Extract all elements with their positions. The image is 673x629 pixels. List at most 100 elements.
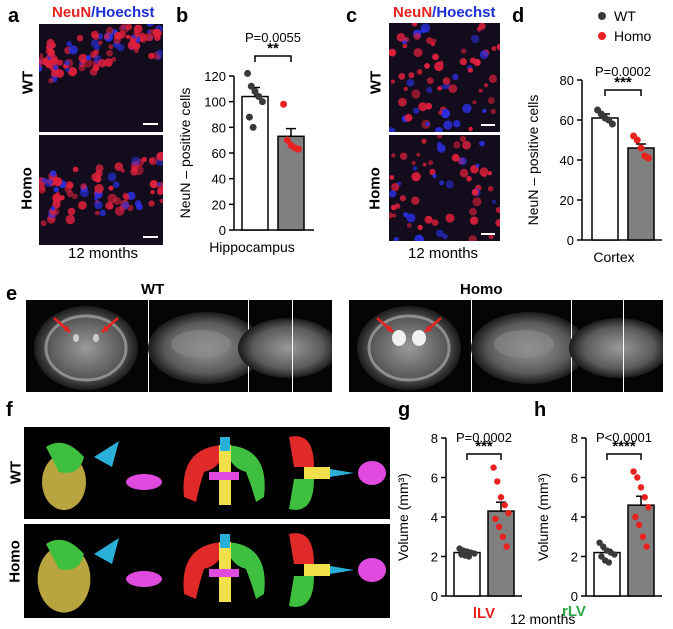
- neuron: [483, 83, 489, 88]
- row-label-wt: WT: [367, 70, 385, 95]
- data-point: [495, 523, 503, 531]
- neuron: [487, 171, 492, 176]
- x-axis-label: rLV: [562, 603, 586, 620]
- x-axis-label: Cortex: [593, 249, 634, 265]
- data-point: [635, 521, 643, 529]
- bar-wt: [241, 95, 269, 231]
- y-tick-label: 0: [567, 233, 574, 248]
- data-point: [247, 82, 255, 90]
- ventricle-3d-wt-image: [42, 436, 386, 510]
- neuron: [391, 153, 396, 158]
- sagittal-structure: [171, 330, 231, 358]
- neuron: [83, 58, 93, 68]
- neuron: [402, 43, 408, 49]
- neuron: [469, 207, 477, 216]
- row-label-wt: WT: [7, 460, 25, 485]
- nucleus: [131, 34, 136, 39]
- neuron: [152, 28, 162, 38]
- y-axis-label: NeuN – positive cells: [525, 95, 541, 226]
- p-value: P=0.0002: [456, 430, 512, 445]
- coronal-slice: [357, 306, 461, 390]
- neuron: [72, 193, 78, 200]
- neuron: [411, 196, 420, 205]
- nucleus: [459, 157, 467, 166]
- neuron: [398, 73, 406, 80]
- nucleus: [435, 127, 443, 132]
- y-tick-label: 2: [571, 550, 578, 565]
- nucleus: [66, 41, 72, 47]
- nucleus: [453, 119, 461, 128]
- data-point: [644, 154, 652, 162]
- neuron: [78, 64, 86, 72]
- nucleus: [85, 55, 91, 61]
- neuron: [431, 219, 439, 226]
- neuron: [438, 110, 443, 115]
- neuron: [459, 135, 467, 143]
- neuron: [134, 48, 139, 54]
- chart-b: 0 20 40 60 80 100 120 NeuN – positive cells **P=…: [177, 30, 314, 255]
- y-axis-label: NeuN – positive cells: [177, 88, 193, 219]
- significance-bracket: [606, 453, 642, 460]
- ventricle-right: [412, 330, 426, 346]
- neuron: [48, 78, 54, 84]
- nucleus: [107, 172, 117, 182]
- row-label-homo: Homo: [18, 167, 36, 210]
- ventricle-top-mid: [304, 467, 330, 479]
- ventricle-right-front: [226, 542, 265, 599]
- neuron: [92, 33, 100, 40]
- neuron: [488, 234, 494, 240]
- ventricle-midline-base: [209, 472, 239, 480]
- neuron: [421, 138, 427, 144]
- micrograph-a-homo: [39, 135, 163, 245]
- micrograph-c-homo-cells: [389, 135, 500, 241]
- data-point: [499, 533, 507, 540]
- neuron: [411, 23, 418, 27]
- mri-homo-image: [357, 300, 663, 392]
- nucleus: [491, 199, 496, 204]
- nucleus: [156, 49, 163, 56]
- neuron: [490, 108, 496, 115]
- nucleus: [406, 213, 416, 223]
- neuron: [488, 74, 498, 83]
- neuron: [424, 63, 430, 69]
- neuron: [416, 69, 423, 75]
- bar-homo: [627, 504, 655, 597]
- y-tick-label: 4: [571, 510, 578, 525]
- cortex-outline: [367, 314, 451, 382]
- stain-hoechst: Hoechst: [95, 4, 155, 21]
- coronal-slice: [34, 306, 138, 390]
- ventricle-left-lateral: [46, 442, 84, 473]
- ventricle-left-lateral: [46, 539, 84, 570]
- scale-bar: [143, 236, 158, 238]
- sagittal-structure: [494, 330, 554, 358]
- neuron: [491, 46, 497, 51]
- ventricle-top-left: [289, 533, 314, 564]
- neuron: [114, 162, 124, 171]
- data-point: [641, 494, 648, 501]
- ventricle-top-third: [330, 566, 354, 574]
- neuron: [150, 190, 155, 195]
- neuron: [418, 102, 428, 112]
- nucleus: [470, 34, 480, 44]
- row-label-homo: Homo: [6, 540, 24, 583]
- nucleus: [445, 180, 454, 189]
- neuron: [495, 219, 500, 227]
- arrow-left-head: [386, 325, 393, 332]
- data-point: [294, 145, 302, 153]
- footer-caption: 12 months: [510, 611, 576, 627]
- data-point: [244, 69, 252, 77]
- data-point: [492, 515, 499, 523]
- neuron: [462, 140, 471, 150]
- neuron: [413, 48, 423, 58]
- neuron: [111, 56, 117, 62]
- neuron: [123, 194, 130, 201]
- row-label-homo: Homo: [366, 167, 384, 210]
- ventricle-top-third: [330, 469, 354, 477]
- data-point: [637, 144, 645, 152]
- data-point: [465, 553, 473, 560]
- neuron: [453, 141, 461, 149]
- neuron: [93, 49, 100, 55]
- neuron: [56, 191, 60, 196]
- neuron: [429, 168, 436, 176]
- nucleus: [436, 141, 442, 147]
